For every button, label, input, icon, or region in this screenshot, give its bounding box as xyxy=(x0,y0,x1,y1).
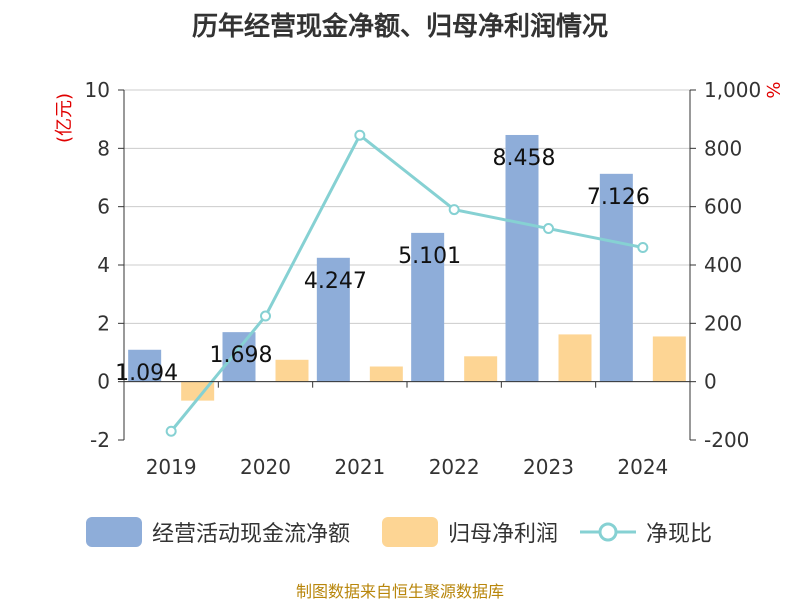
bar-cashflow xyxy=(411,232,445,382)
legend-label-cashflow: 经营活动现金流净额 xyxy=(152,522,351,547)
legend: 经营活动现金流净额 归母净利润 净现比 xyxy=(0,516,800,556)
legend-swatch-netprofit xyxy=(382,517,438,547)
bar-cashflow xyxy=(316,257,350,382)
ratio-point xyxy=(448,204,460,216)
y-left-tick-label: 10 xyxy=(85,78,110,102)
y-right-tick-label: 800 xyxy=(704,136,742,160)
bar-netprofit xyxy=(652,336,686,382)
ratio-line-path xyxy=(170,132,644,433)
y-right-tick-label: -200 xyxy=(704,428,749,452)
data-label-cashflow: 8.458 xyxy=(493,146,556,171)
y-right-tick-label: 1,000 xyxy=(704,78,761,102)
legend-item-cashflow[interactable]: 经营活动现金流净额 xyxy=(86,516,350,548)
y-left-tick-label: -2 xyxy=(90,428,110,452)
y-left-tick-label: 8 xyxy=(97,136,110,160)
y-left-tick-label: 4 xyxy=(97,253,110,277)
chart-title: 历年经营现金净额、归母净利润情况 xyxy=(191,12,608,42)
bar-cashflow xyxy=(222,332,256,382)
x-tick-label: 2022 xyxy=(429,455,480,479)
x-tick-label: 2024 xyxy=(617,455,668,479)
y-right-tick-label: 200 xyxy=(704,311,742,335)
ratio-point xyxy=(543,223,554,235)
bar-cashflow xyxy=(128,349,162,382)
legend-item-netprofit[interactable]: 归母净利润 xyxy=(382,516,558,548)
y-left-tick-label: 0 xyxy=(97,370,110,394)
y-right-tick-label: 0 xyxy=(704,370,717,394)
bar-netprofit xyxy=(275,359,309,382)
bar-netprofit xyxy=(558,334,592,382)
x-tick-label: 2021 xyxy=(334,455,385,479)
bar-netprofit xyxy=(181,381,215,401)
data-label-cashflow: 7.126 xyxy=(587,185,650,210)
data-label-cashflow: 1.094 xyxy=(115,361,178,386)
bar-netprofit xyxy=(464,356,498,382)
y-left-tick-label: 6 xyxy=(97,195,110,219)
y-left-tick-label: 2 xyxy=(97,311,110,335)
axes: 10 1,000 8 800 6 600 4 400 2 200 0 0 -2 -200 2019 2020 2… xyxy=(85,78,762,479)
ratio-point xyxy=(354,129,366,141)
data-label-cashflow: 1.698 xyxy=(210,343,273,368)
x-tick-label: 2023 xyxy=(523,455,574,479)
y-left-unit: (亿元) xyxy=(54,93,75,143)
x-tick-label: 2020 xyxy=(240,455,291,479)
ratio-line xyxy=(165,129,649,437)
y-right-unit: % xyxy=(762,81,783,98)
source-footer: 制图数据来自恒生聚源数据库 xyxy=(295,582,504,601)
legend-swatch-cashflow xyxy=(86,517,142,547)
ratio-point xyxy=(165,425,177,437)
y-right-tick-label: 400 xyxy=(704,253,742,277)
data-label-cashflow: 5.101 xyxy=(398,244,461,269)
bar-netprofit xyxy=(369,366,403,382)
ratio-point xyxy=(260,310,271,322)
data-label-cashflow: 4.247 xyxy=(304,269,367,294)
legend-label-netprofit: 归母净利润 xyxy=(448,522,559,547)
bars xyxy=(128,134,686,401)
x-tick-label: 2019 xyxy=(146,455,197,479)
legend-line-icon xyxy=(580,522,636,542)
legend-label-ratio: 净现比 xyxy=(646,522,713,547)
data-labels: 1.094 1.698 4.247 5.101 8.458 7.126 xyxy=(115,146,650,386)
bar-cashflow xyxy=(505,134,539,382)
y-right-tick-label: 600 xyxy=(704,195,742,219)
legend-item-ratio[interactable]: 净现比 xyxy=(580,516,712,548)
bar-cashflow xyxy=(599,173,633,382)
ratio-point xyxy=(637,242,649,253)
